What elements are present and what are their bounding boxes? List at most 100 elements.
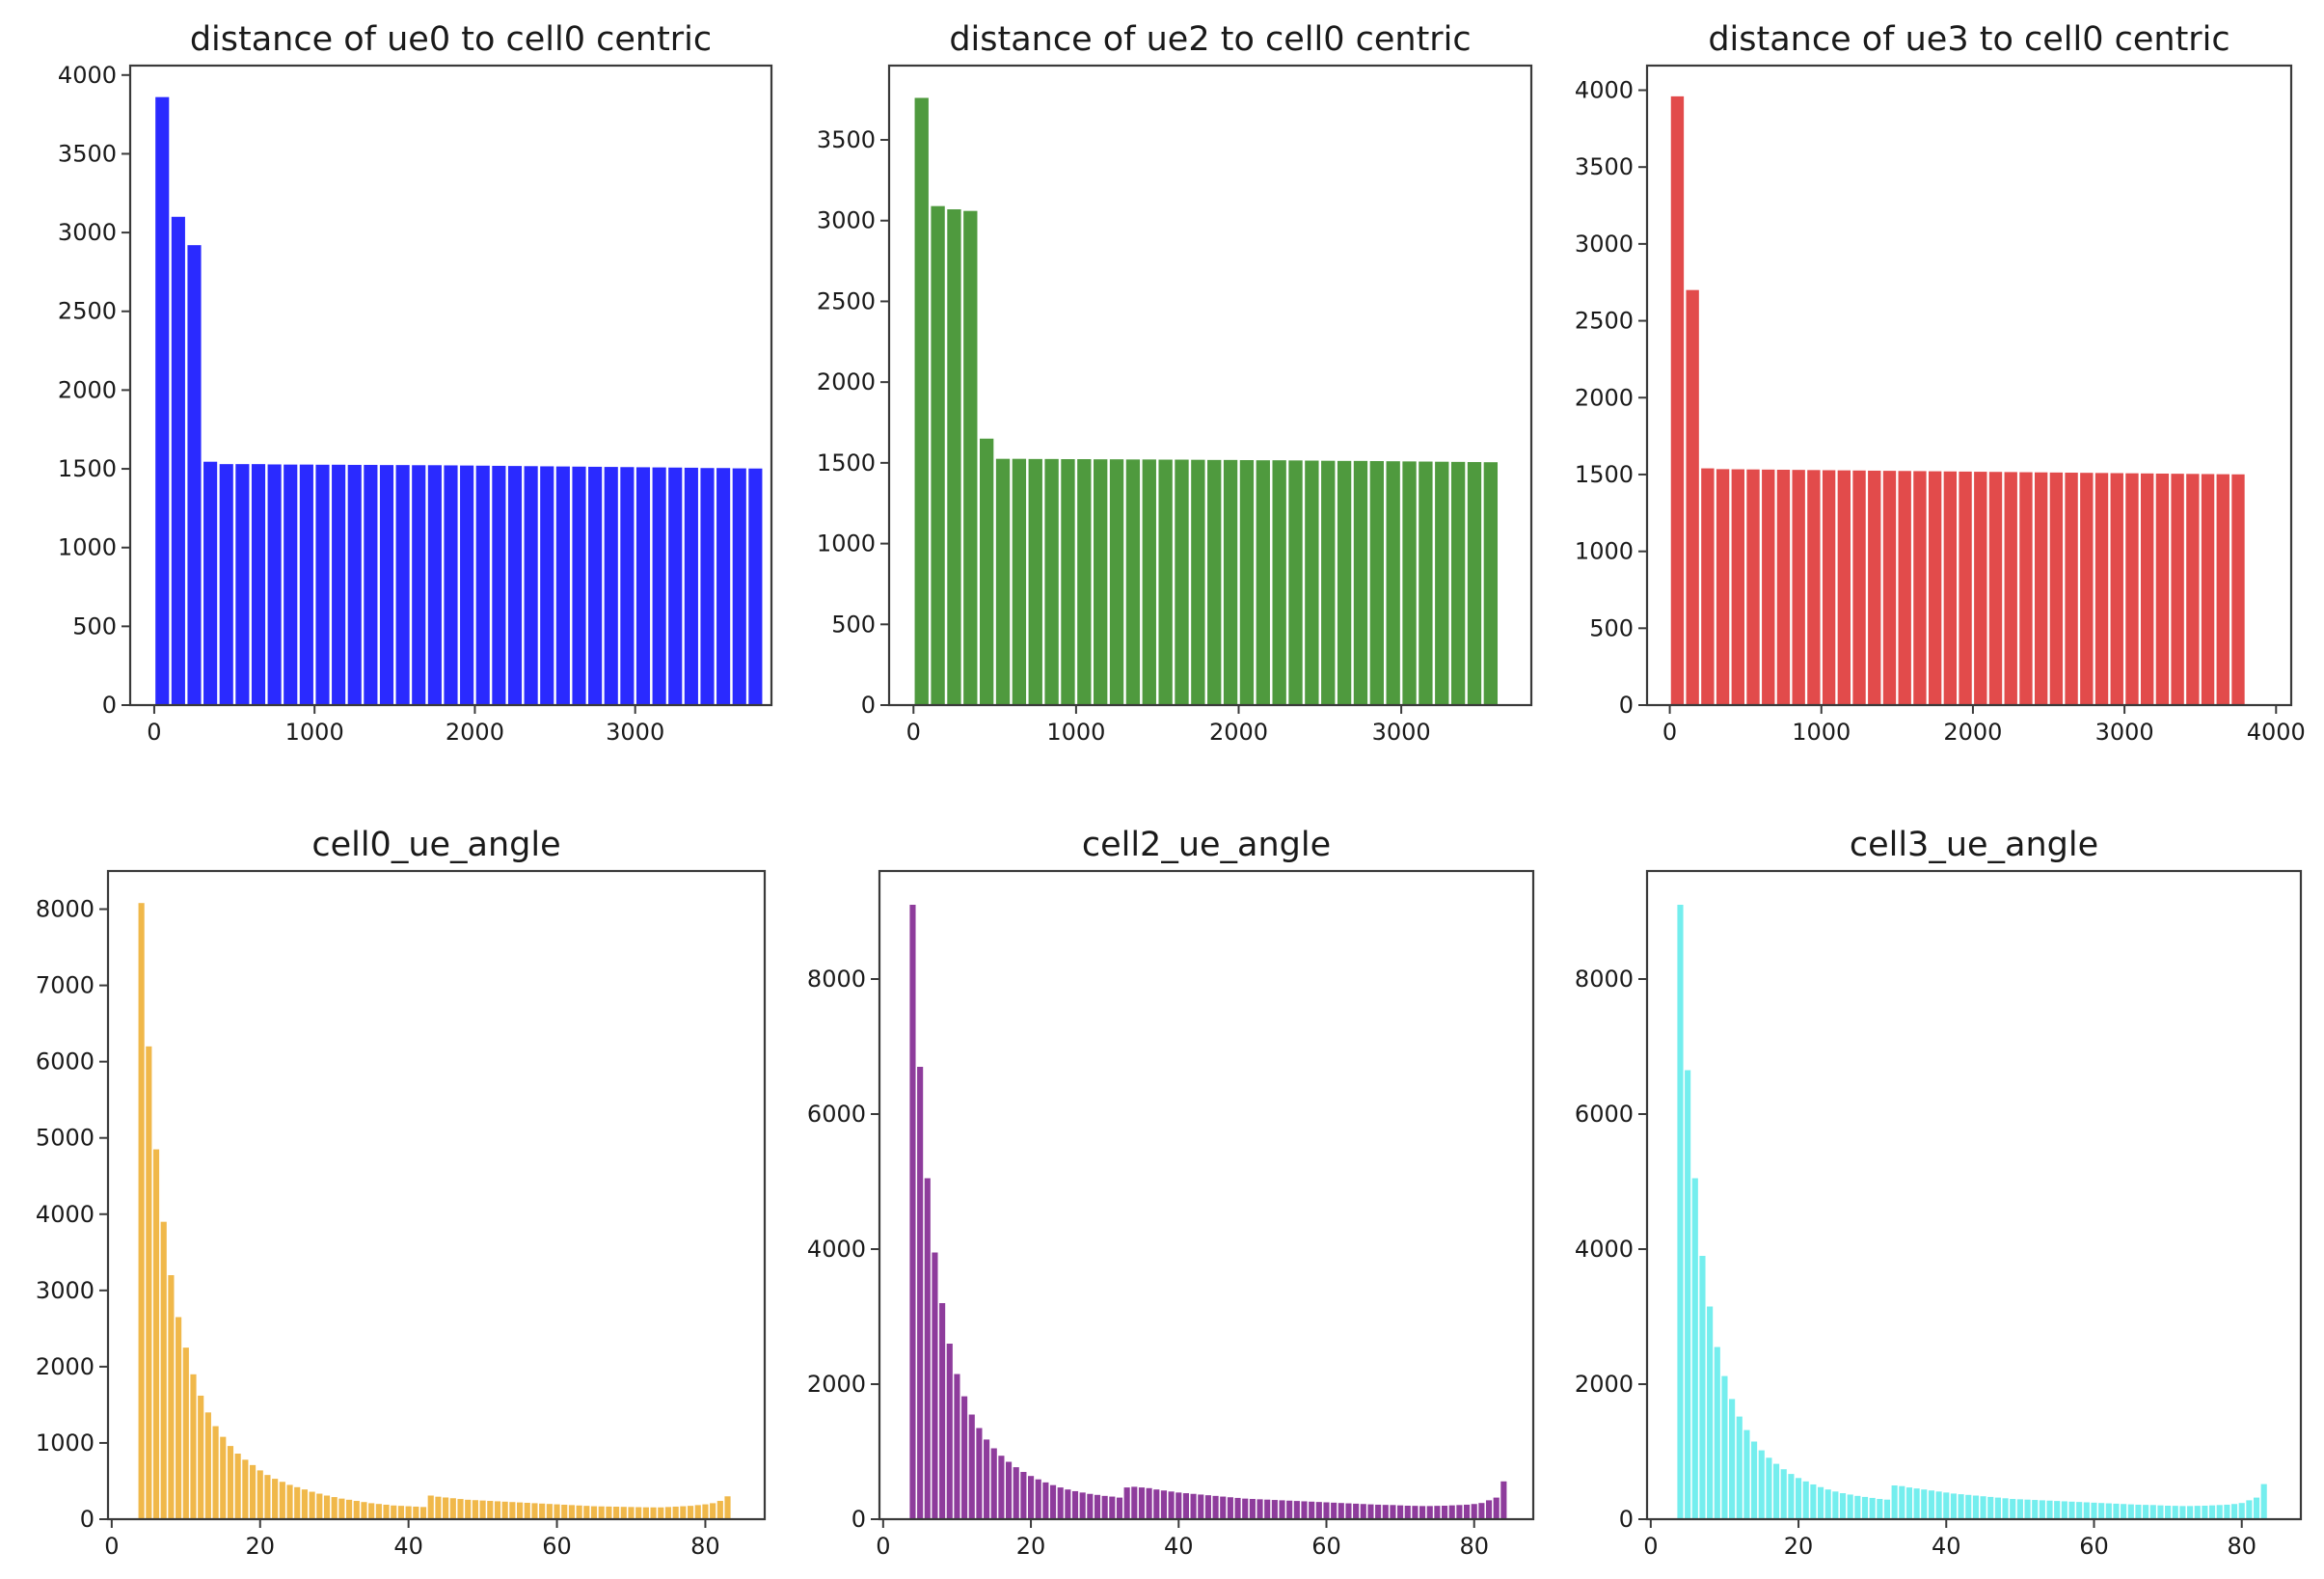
bar: [1913, 471, 1927, 705]
bar: [507, 466, 523, 705]
bar: [176, 1317, 182, 1519]
bar: [457, 1499, 464, 1519]
bar: [546, 1504, 553, 1519]
bar: [568, 1505, 576, 1519]
bar: [1168, 1491, 1175, 1519]
bar: [219, 464, 233, 705]
bar: [1699, 1256, 1706, 1519]
bar: [1305, 460, 1319, 705]
x-tick-label: 0: [147, 719, 161, 746]
bar: [1839, 1493, 1847, 1519]
bar: [664, 1507, 672, 1519]
x-tick-label: 80: [1459, 1533, 1489, 1560]
bar: [187, 245, 202, 705]
bar: [1257, 1499, 1263, 1519]
bar: [1701, 468, 1715, 705]
bar: [1758, 1450, 1765, 1519]
x-tick-label: 3000: [1372, 719, 1431, 746]
bar: [961, 1396, 968, 1519]
bar: [2046, 1500, 2053, 1519]
y-tick-label: 1000: [58, 534, 117, 561]
bar: [748, 468, 763, 705]
bar: [309, 1491, 315, 1519]
bar: [1721, 1375, 1728, 1519]
x-tick-label: 60: [2079, 1533, 2109, 1560]
chart-panel-distance-ue2: 0 500 1000 1500 2000 2500 3000 3500 0 1000 2000 300…: [0, 0, 1543, 772]
bar: [909, 905, 916, 1519]
bar: [2065, 473, 2078, 705]
bar: [460, 465, 474, 705]
y-tick-label: 500: [1589, 614, 1634, 641]
bar: [1412, 1506, 1419, 1519]
bar: [1375, 1504, 1382, 1519]
bar: [353, 1501, 360, 1519]
bar: [1146, 1487, 1152, 1519]
bar: [1788, 1474, 1795, 1519]
bar: [1123, 1487, 1130, 1519]
x-tick-label: 80: [690, 1533, 720, 1560]
bar: [2201, 474, 2215, 705]
bar: [2125, 473, 2139, 705]
bar: [2039, 1500, 2045, 1519]
bar: [2260, 1484, 2267, 1519]
bar: [555, 466, 570, 705]
bar: [968, 1414, 975, 1519]
y-tick-label: 1500: [817, 449, 876, 476]
y-tick-label: 3500: [58, 140, 117, 167]
bar: [931, 205, 945, 705]
bar: [1360, 1504, 1366, 1519]
bar: [1994, 1497, 2001, 1519]
bar: [1331, 1502, 1338, 1519]
bar: [1905, 1487, 1913, 1519]
bar: [267, 464, 282, 705]
bar: [998, 1456, 1005, 1519]
y-tick-label: 3000: [817, 207, 876, 234]
bar: [2186, 474, 2200, 705]
bar: [1928, 1490, 1935, 1519]
bar: [1353, 460, 1368, 705]
y-tick-label: 1500: [58, 455, 117, 482]
bar: [2238, 1503, 2245, 1519]
bar: [272, 1479, 279, 1519]
y-tick-label: 3500: [1575, 153, 1634, 180]
bar: [2187, 1506, 2194, 1519]
bar: [2155, 473, 2170, 705]
bar: [1899, 1485, 1905, 1519]
x-tick-label: 2000: [1943, 719, 2002, 746]
bar: [1390, 1505, 1396, 1519]
bar: [2068, 1501, 2075, 1519]
bar: [939, 1303, 946, 1519]
bar: [1913, 1488, 1920, 1519]
bar: [540, 466, 554, 705]
bar: [1256, 460, 1270, 705]
bar: [917, 1067, 924, 1519]
y-tick-label: 2000: [58, 376, 117, 403]
bar: [405, 1506, 412, 1519]
bar: [1109, 1496, 1116, 1519]
x-tick-label: 2000: [446, 719, 504, 746]
x-tick-label: 0: [876, 1533, 890, 1560]
bar: [702, 1504, 709, 1519]
bar: [465, 1499, 472, 1519]
bar: [576, 1505, 582, 1519]
bar: [2194, 1506, 2201, 1519]
bar: [2224, 1504, 2230, 1519]
bar: [1426, 1506, 1433, 1519]
bar: [1988, 472, 2003, 705]
bar: [1242, 1498, 1249, 1519]
x-tick-label: 1000: [1046, 719, 1105, 746]
bar: [1773, 1463, 1780, 1519]
x-tick-label: 0: [1662, 719, 1677, 746]
bar: [1369, 461, 1384, 705]
bar: [583, 1506, 590, 1519]
bar: [1272, 460, 1286, 705]
bar: [1079, 1492, 1086, 1519]
bar: [635, 467, 651, 705]
bar: [427, 465, 442, 705]
bar: [2034, 472, 2048, 705]
bar: [1824, 1489, 1831, 1519]
bar: [368, 1503, 375, 1519]
bar: [672, 1506, 679, 1519]
bar: [2143, 1505, 2149, 1519]
